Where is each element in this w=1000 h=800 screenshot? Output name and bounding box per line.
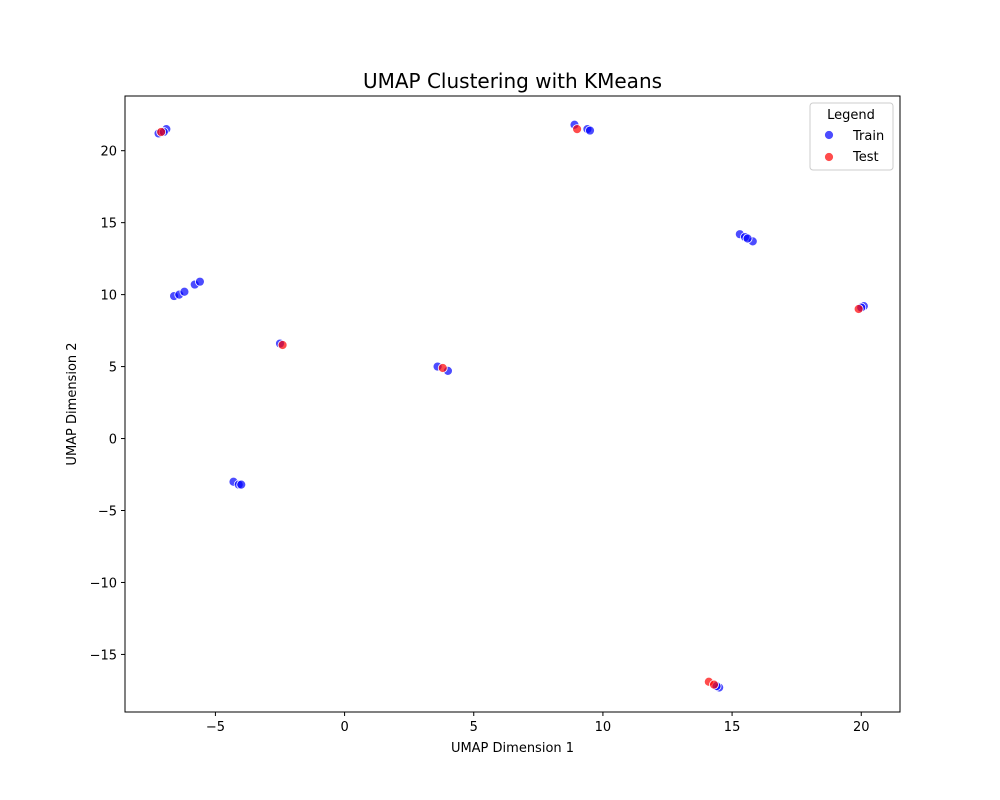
axis-ticks: −5 0 5 10 15 20 −15 −10 −5 0 5 10 15 20 xyxy=(90,145,870,735)
x-axis-label: UMAP Dimension 1 xyxy=(451,741,574,756)
y-tick-label: −5 xyxy=(98,505,117,520)
y-tick-label: −15 xyxy=(90,648,117,663)
legend-marker-test xyxy=(824,152,834,162)
plot-area-frame xyxy=(124,95,901,713)
chart-title: UMAP Clustering with KMeans xyxy=(363,69,662,93)
legend-title: Legend xyxy=(827,108,875,123)
y-tick-label: −10 xyxy=(90,576,117,591)
train-point xyxy=(585,125,595,136)
x-tick-label: 20 xyxy=(853,720,870,735)
test-point xyxy=(277,340,288,350)
train-point xyxy=(195,276,205,287)
series-test xyxy=(156,124,864,690)
y-tick-label: 15 xyxy=(100,217,117,232)
x-tick-label: −5 xyxy=(206,720,225,735)
data-points xyxy=(153,119,869,693)
test-point xyxy=(437,363,448,373)
x-tick-label: 15 xyxy=(724,720,741,735)
y-tick-label: 0 xyxy=(109,433,117,448)
legend-label-train: Train xyxy=(852,129,884,144)
train-point xyxy=(236,479,247,490)
y-axis-label: UMAP Dimension 2 xyxy=(65,342,80,465)
test-point xyxy=(572,124,582,135)
y-tick-label: 5 xyxy=(109,361,117,376)
legend-label-test: Test xyxy=(852,150,879,165)
legend-marker-train xyxy=(824,130,834,140)
test-point xyxy=(156,127,167,137)
x-tick-label: 5 xyxy=(470,720,478,735)
train-point xyxy=(742,233,753,244)
y-tick-label: 20 xyxy=(100,145,117,160)
train-point xyxy=(179,286,190,297)
y-tick-label: 10 xyxy=(100,289,117,304)
legend: Legend Train Test xyxy=(809,102,894,171)
x-tick-label: 0 xyxy=(340,720,348,735)
x-tick-label: 10 xyxy=(595,720,612,735)
test-point xyxy=(709,679,719,690)
test-point xyxy=(853,304,864,314)
series-train xyxy=(153,119,869,693)
